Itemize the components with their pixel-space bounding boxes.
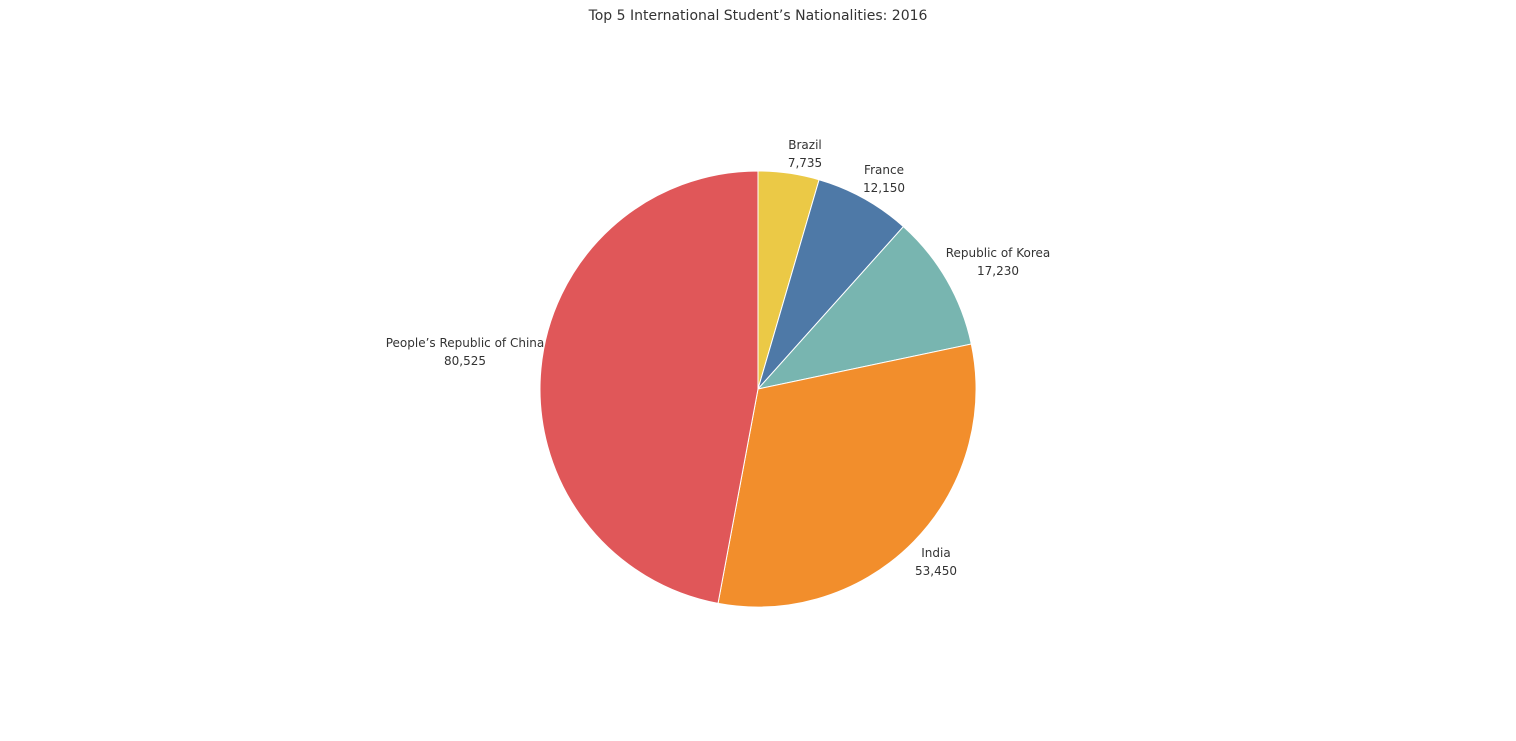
pie-slice-people-s-republic-of-china[interactable] — [539, 170, 759, 604]
pie-slice-india[interactable] — [717, 343, 977, 608]
slice-category-label: Brazil — [788, 138, 822, 152]
slice-category-label: France — [864, 163, 904, 177]
slice-category-label: Republic of Korea — [946, 246, 1051, 260]
pie-slices — [539, 170, 977, 608]
slice-category-label: People’s Republic of China — [386, 336, 545, 350]
slice-value-label: 53,450 — [915, 564, 957, 578]
slice-value-label: 17,230 — [977, 264, 1019, 278]
chart-title: Top 5 International Student’s Nationalit… — [588, 8, 928, 24]
slice-value-label: 7,735 — [788, 156, 822, 170]
slice-category-label: India — [921, 546, 950, 560]
slice-value-label: 12,150 — [863, 181, 905, 195]
slice-value-label: 80,525 — [444, 354, 486, 368]
pie-slice-republic-of-korea[interactable] — [756, 225, 972, 390]
pie-labels: Brazil 7,735 France 12,150 Republic of Korea… — [386, 138, 1051, 578]
